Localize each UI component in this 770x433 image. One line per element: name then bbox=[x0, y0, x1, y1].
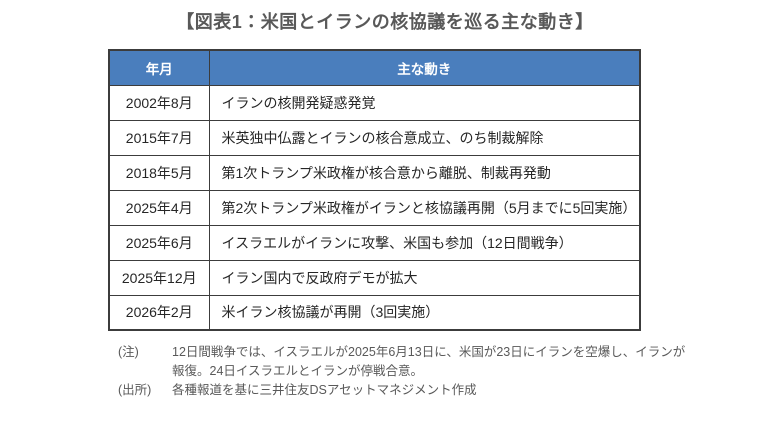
date-cell: 2002年8月 bbox=[108, 84, 210, 121]
date-cell: 2018年5月 bbox=[108, 154, 210, 191]
date-cell: 2015年7月 bbox=[108, 119, 210, 156]
event-cell: 米イラン核協議が再開（3回実施） bbox=[208, 294, 641, 331]
note-text: 12日間戦争では、イスラエルが2025年6月13日に、米国が23日にイランを空爆… bbox=[172, 343, 685, 381]
source-label: (出所) bbox=[118, 382, 152, 397]
event-cell: 第2次トランプ米政権がイランと核協議再開（5月までに5回実施） bbox=[208, 189, 641, 226]
table-header: 年月 主な動き bbox=[108, 49, 641, 86]
table-body: 2002年8月 イランの核開発疑惑発覚 2015年7月 米英独中仏露とイランの核合意成… bbox=[108, 84, 641, 331]
date-cell: 2025年6月 bbox=[108, 224, 210, 261]
table-row: 2015年7月 米英独中仏露とイランの核合意成立、のち制裁解除 bbox=[108, 119, 641, 156]
table-row: 2018年5月 第1次トランプ米政権が核合意から離脱、制裁再発動 bbox=[108, 154, 641, 191]
col-header-event: 主な動き bbox=[208, 49, 641, 86]
note-line-1: 12日間戦争では、イスラエルが2025年6月13日に、米国が23日にイランを空爆… bbox=[172, 345, 686, 359]
table-row: 2002年8月 イランの核開発疑惑発覚 bbox=[108, 84, 641, 121]
header-row: 年月 主な動き bbox=[108, 49, 641, 86]
table-row: 2025年12月 イラン国内で反政府デモが拡大 bbox=[108, 259, 641, 296]
date-cell: 2026年2月 bbox=[108, 294, 210, 331]
source-row: (出所) 各種報道を基に三井住友DSアセットマネジメント作成 bbox=[118, 381, 770, 400]
note-line-2: 報復。24日イスラエルとイランが停戦合意。 bbox=[172, 363, 424, 378]
source-text: 各種報道を基に三井住友DSアセットマネジメント作成 bbox=[172, 382, 477, 397]
note-label: (注) bbox=[118, 345, 139, 359]
footnotes: (注) 12日間戦争では、イスラエルが2025年6月13日に、米国が23日にイラ… bbox=[118, 343, 770, 399]
table-row: 2026年2月 米イラン核協議が再開（3回実施） bbox=[108, 294, 641, 331]
event-cell: イラン国内で反政府デモが拡大 bbox=[208, 259, 641, 296]
note-row: (注) 12日間戦争では、イスラエルが2025年6月13日に、米国が23日にイラ… bbox=[118, 343, 770, 381]
event-cell: 米英独中仏露とイランの核合意成立、のち制裁解除 bbox=[208, 119, 641, 156]
figure-title: 【図表1：米国とイランの核協議を巡る主な動き】 bbox=[176, 12, 594, 32]
event-cell: イランの核開発疑惑発覚 bbox=[208, 84, 641, 121]
event-cell: イスラエルがイランに攻撃、米国も参加（12日間戦争） bbox=[208, 224, 641, 261]
date-cell: 2025年12月 bbox=[108, 259, 210, 296]
table-row: 2025年4月 第2次トランプ米政権がイランと核協議再開（5月までに5回実施） bbox=[108, 189, 641, 226]
col-header-date: 年月 bbox=[108, 49, 210, 86]
event-cell: 第1次トランプ米政権が核合意から離脱、制裁再発動 bbox=[208, 154, 641, 191]
table-row: 2025年6月 イスラエルがイランに攻撃、米国も参加（12日間戦争） bbox=[108, 224, 641, 261]
date-cell: 2025年4月 bbox=[108, 189, 210, 226]
events-table: 年月 主な動き 2002年8月 イランの核開発疑惑発覚 2015年7月 米英独中仏露と… bbox=[108, 49, 641, 331]
